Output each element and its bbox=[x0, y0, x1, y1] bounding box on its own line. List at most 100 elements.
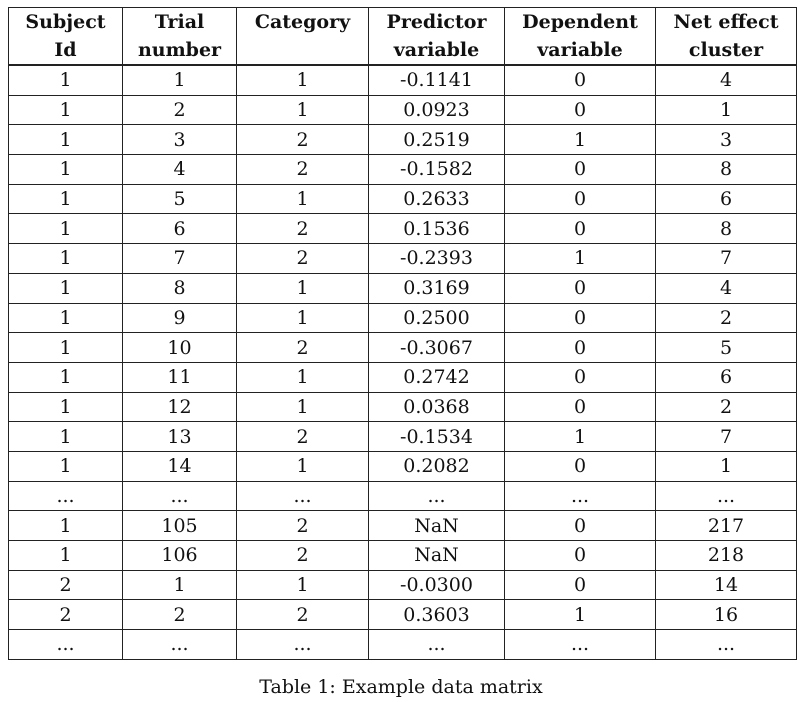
header-predictor-line2: variable bbox=[368, 36, 505, 66]
cell-net-effect-cluster: 8 bbox=[655, 154, 797, 185]
table-body: 1 1 1 -0.1141 0 4 1 2 1 0.0923 0 1 1 3 2 0.2519 1 3 1 4 2 -0.… bbox=[8, 64, 797, 660]
cell-dependent: 0 bbox=[504, 94, 656, 126]
cell-predictor: -0.3067 bbox=[368, 332, 505, 363]
cell-dependent: ... bbox=[504, 629, 656, 660]
cell-subject-id: 2 bbox=[8, 569, 123, 601]
cell-subject-id: 2 bbox=[8, 599, 123, 631]
cell-subject-id: 1 bbox=[8, 421, 123, 452]
cell-net-effect-cluster: ... bbox=[655, 629, 797, 660]
cell-predictor: 0.2519 bbox=[368, 124, 505, 156]
cell-net-effect-cluster: 218 bbox=[655, 540, 797, 571]
cell-dependent: 0 bbox=[504, 302, 656, 334]
cell-dependent: 1 bbox=[504, 421, 656, 452]
header-trial-line2: number bbox=[122, 36, 237, 66]
cell-dependent: 0 bbox=[504, 361, 656, 393]
cell-subject-id: 1 bbox=[8, 243, 123, 274]
cell-category: 2 bbox=[236, 599, 369, 631]
cell-dependent: 0 bbox=[504, 391, 656, 423]
table-row: 1 2 1 0.0923 0 1 bbox=[8, 94, 797, 126]
cell-trial-number: 5 bbox=[122, 183, 237, 215]
cell-net-effect-cluster: 2 bbox=[655, 391, 797, 423]
cell-dependent: 0 bbox=[504, 272, 656, 304]
cell-category: 1 bbox=[236, 272, 369, 304]
cell-predictor: 0.2742 bbox=[368, 361, 505, 393]
cell-trial-number: 105 bbox=[122, 510, 237, 541]
table-row: 1 3 2 0.2519 1 3 bbox=[8, 124, 797, 156]
cell-category: 2 bbox=[236, 213, 369, 245]
header-subject: Subject bbox=[8, 7, 123, 36]
cell-category: 2 bbox=[236, 243, 369, 274]
cell-subject-id: 1 bbox=[8, 540, 123, 571]
cell-subject-id: 1 bbox=[8, 361, 123, 393]
cell-trial-number: 7 bbox=[122, 243, 237, 274]
cell-category: 1 bbox=[236, 94, 369, 126]
cell-predictor: 0.1536 bbox=[368, 213, 505, 245]
cell-subject-id: 1 bbox=[8, 272, 123, 304]
cell-predictor: 0.0923 bbox=[368, 94, 505, 126]
cell-predictor: NaN bbox=[368, 510, 505, 541]
cell-dependent: 0 bbox=[504, 183, 656, 215]
table-row: 1 11 1 0.2742 0 6 bbox=[8, 361, 797, 393]
cell-net-effect-cluster: 14 bbox=[655, 569, 797, 601]
cell-trial-number: ... bbox=[122, 480, 237, 512]
cell-dependent: 1 bbox=[504, 124, 656, 156]
cell-net-effect-cluster: 4 bbox=[655, 64, 797, 96]
table-row: 1 9 1 0.2500 0 2 bbox=[8, 302, 797, 334]
header-net-effect: Net effect bbox=[655, 7, 797, 36]
cell-trial-number: 4 bbox=[122, 154, 237, 185]
cell-dependent: 0 bbox=[504, 154, 656, 185]
cell-subject-id: 1 bbox=[8, 332, 123, 363]
table-row: 1 7 2 -0.2393 1 7 bbox=[8, 243, 797, 274]
cell-dependent: ... bbox=[504, 480, 656, 512]
data-matrix-table: Subject Trial Category Predictor Depende… bbox=[8, 7, 797, 660]
cell-net-effect-cluster: 5 bbox=[655, 332, 797, 363]
cell-subject-id: 1 bbox=[8, 64, 123, 96]
cell-category: 2 bbox=[236, 332, 369, 363]
table-row: 1 13 2 -0.1534 1 7 bbox=[8, 421, 797, 452]
cell-predictor: 0.2082 bbox=[368, 450, 505, 482]
cell-predictor: -0.2393 bbox=[368, 243, 505, 274]
table-header: Subject Trial Category Predictor Depende… bbox=[8, 7, 797, 66]
cell-predictor: ... bbox=[368, 480, 505, 512]
cell-category: 2 bbox=[236, 154, 369, 185]
cell-predictor: 0.0368 bbox=[368, 391, 505, 423]
cell-dependent: 1 bbox=[504, 599, 656, 631]
cell-net-effect-cluster: 6 bbox=[655, 183, 797, 215]
cell-net-effect-cluster: 16 bbox=[655, 599, 797, 631]
cell-dependent: 0 bbox=[504, 64, 656, 96]
table-row: 1 14 1 0.2082 0 1 bbox=[8, 450, 797, 482]
table-row: 1 6 2 0.1536 0 8 bbox=[8, 213, 797, 245]
cell-trial-number: 1 bbox=[122, 569, 237, 601]
cell-net-effect-cluster: 7 bbox=[655, 421, 797, 452]
cell-category: 1 bbox=[236, 450, 369, 482]
cell-trial-number: 2 bbox=[122, 599, 237, 631]
cell-category: ... bbox=[236, 629, 369, 660]
table-row: 1 8 1 0.3169 0 4 bbox=[8, 272, 797, 304]
cell-subject-id: 1 bbox=[8, 450, 123, 482]
cell-predictor: -0.1534 bbox=[368, 421, 505, 452]
cell-trial-number: 1 bbox=[122, 64, 237, 96]
cell-predictor: 0.2500 bbox=[368, 302, 505, 334]
cell-category: 2 bbox=[236, 540, 369, 571]
cell-trial-number: 10 bbox=[122, 332, 237, 363]
cell-net-effect-cluster: 3 bbox=[655, 124, 797, 156]
table-row: 1 1 1 -0.1141 0 4 bbox=[8, 64, 797, 96]
header-dependent: Dependent bbox=[504, 7, 656, 36]
header-row-2: Id number variable variable cluster bbox=[8, 36, 797, 66]
header-category: Category bbox=[236, 7, 369, 36]
table-row: 1 106 2 NaN 0 218 bbox=[8, 540, 797, 571]
header-predictor: Predictor bbox=[368, 7, 505, 36]
cell-category: 2 bbox=[236, 421, 369, 452]
cell-net-effect-cluster: 7 bbox=[655, 243, 797, 274]
cell-predictor: -0.1141 bbox=[368, 64, 505, 96]
cell-predictor: 0.2633 bbox=[368, 183, 505, 215]
header-category-line2 bbox=[236, 36, 369, 66]
header-dependent-line2: variable bbox=[504, 36, 656, 66]
table-row: .................. bbox=[8, 629, 797, 660]
cell-net-effect-cluster: 8 bbox=[655, 213, 797, 245]
cell-subject-id: 1 bbox=[8, 213, 123, 245]
cell-net-effect-cluster: 6 bbox=[655, 361, 797, 393]
cell-category: 1 bbox=[236, 64, 369, 96]
cell-subject-id: 1 bbox=[8, 183, 123, 215]
table-row: 1 5 1 0.2633 0 6 bbox=[8, 183, 797, 215]
